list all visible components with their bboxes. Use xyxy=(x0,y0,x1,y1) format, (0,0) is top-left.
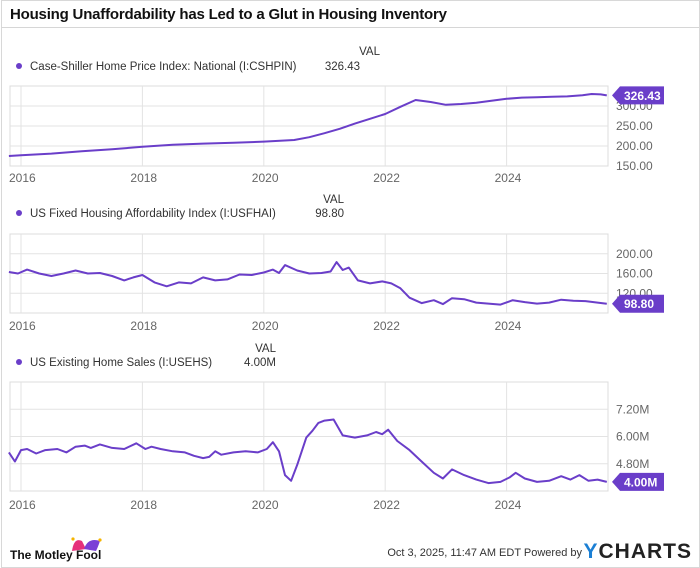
ycharts-y: Y xyxy=(583,540,599,563)
x-tick-label: 2022 xyxy=(373,319,400,333)
current-value-badge xyxy=(612,472,664,491)
val-header: VAL xyxy=(323,194,344,206)
series-line xyxy=(8,93,607,157)
ycharts-text: CHARTS xyxy=(598,540,692,563)
ycharts-logo[interactable]: YCHARTS xyxy=(583,540,692,564)
legend-value: 4.00M xyxy=(244,357,276,369)
title-divider xyxy=(1,27,699,28)
x-tick-label: 2024 xyxy=(495,498,522,512)
legend-cshpin: Case-Shiller Home Price Index: National … xyxy=(16,61,297,73)
y-tick-label: 200.00 xyxy=(616,139,653,153)
timestamp: Oct 3, 2025, 11:47 AM EDT xyxy=(387,547,521,559)
x-tick-label: 2020 xyxy=(252,498,279,512)
x-tick-label: 2016 xyxy=(9,319,36,333)
current-value-badge xyxy=(612,86,664,105)
page-title: Housing Unaffordability has Led to a Glu… xyxy=(10,6,447,23)
x-tick-label: 2016 xyxy=(9,498,36,512)
y-tick-label: 150.00 xyxy=(616,159,653,173)
y-tick-label: 6.00M xyxy=(616,430,649,444)
x-tick-label: 2022 xyxy=(373,171,400,185)
series-line xyxy=(8,261,607,306)
legend-usehs: US Existing Home Sales (I:USEHS) xyxy=(16,357,212,369)
footer-timestamp: Oct 3, 2025, 11:47 AM EDT Powered by xyxy=(387,547,582,559)
x-tick-label: 2024 xyxy=(495,171,522,185)
x-tick-label: 2020 xyxy=(252,171,279,185)
jester-hat-icon xyxy=(71,537,102,551)
legend-usfhai: US Fixed Housing Affordability Index (I:… xyxy=(16,208,276,220)
x-tick-label: 2024 xyxy=(495,319,522,333)
motley-fool-text: The Motley Fool xyxy=(10,548,102,562)
series-dot-icon xyxy=(16,62,22,69)
y-tick-label: 4.80M xyxy=(616,457,649,471)
x-tick-label: 2016 xyxy=(9,171,36,185)
legend-value: 98.80 xyxy=(315,208,344,220)
current-value-label: 4.00M xyxy=(624,475,657,489)
powered-by: Powered by xyxy=(523,547,582,559)
x-tick-label: 2018 xyxy=(130,171,157,185)
series-dot-icon xyxy=(16,358,22,365)
current-value-badge xyxy=(612,294,664,313)
legend-value: 326.43 xyxy=(324,61,360,73)
val-header: VAL xyxy=(255,343,276,355)
legend-label: US Fixed Housing Affordability Index (I:… xyxy=(30,208,276,220)
val-header: VAL xyxy=(359,46,380,58)
x-tick-label: 2018 xyxy=(130,498,157,512)
legend-label: Case-Shiller Home Price Index: National … xyxy=(30,61,297,73)
current-value-label: 326.43 xyxy=(624,89,661,103)
current-value-label: 98.80 xyxy=(624,297,654,311)
y-tick-label: 7.20M xyxy=(616,402,649,416)
series-line xyxy=(8,418,608,485)
y-tick-label: 250.00 xyxy=(616,119,653,133)
series-dot-icon xyxy=(16,209,22,216)
y-tick-label: 160.00 xyxy=(616,267,653,281)
legend-label: US Existing Home Sales (I:USEHS) xyxy=(30,357,213,369)
motley-fool-logo: The Motley Fool xyxy=(10,537,102,562)
y-tick-label: 200.00 xyxy=(616,247,653,261)
x-tick-label: 2018 xyxy=(130,319,157,333)
x-tick-label: 2020 xyxy=(252,319,279,333)
x-tick-label: 2022 xyxy=(373,498,400,512)
